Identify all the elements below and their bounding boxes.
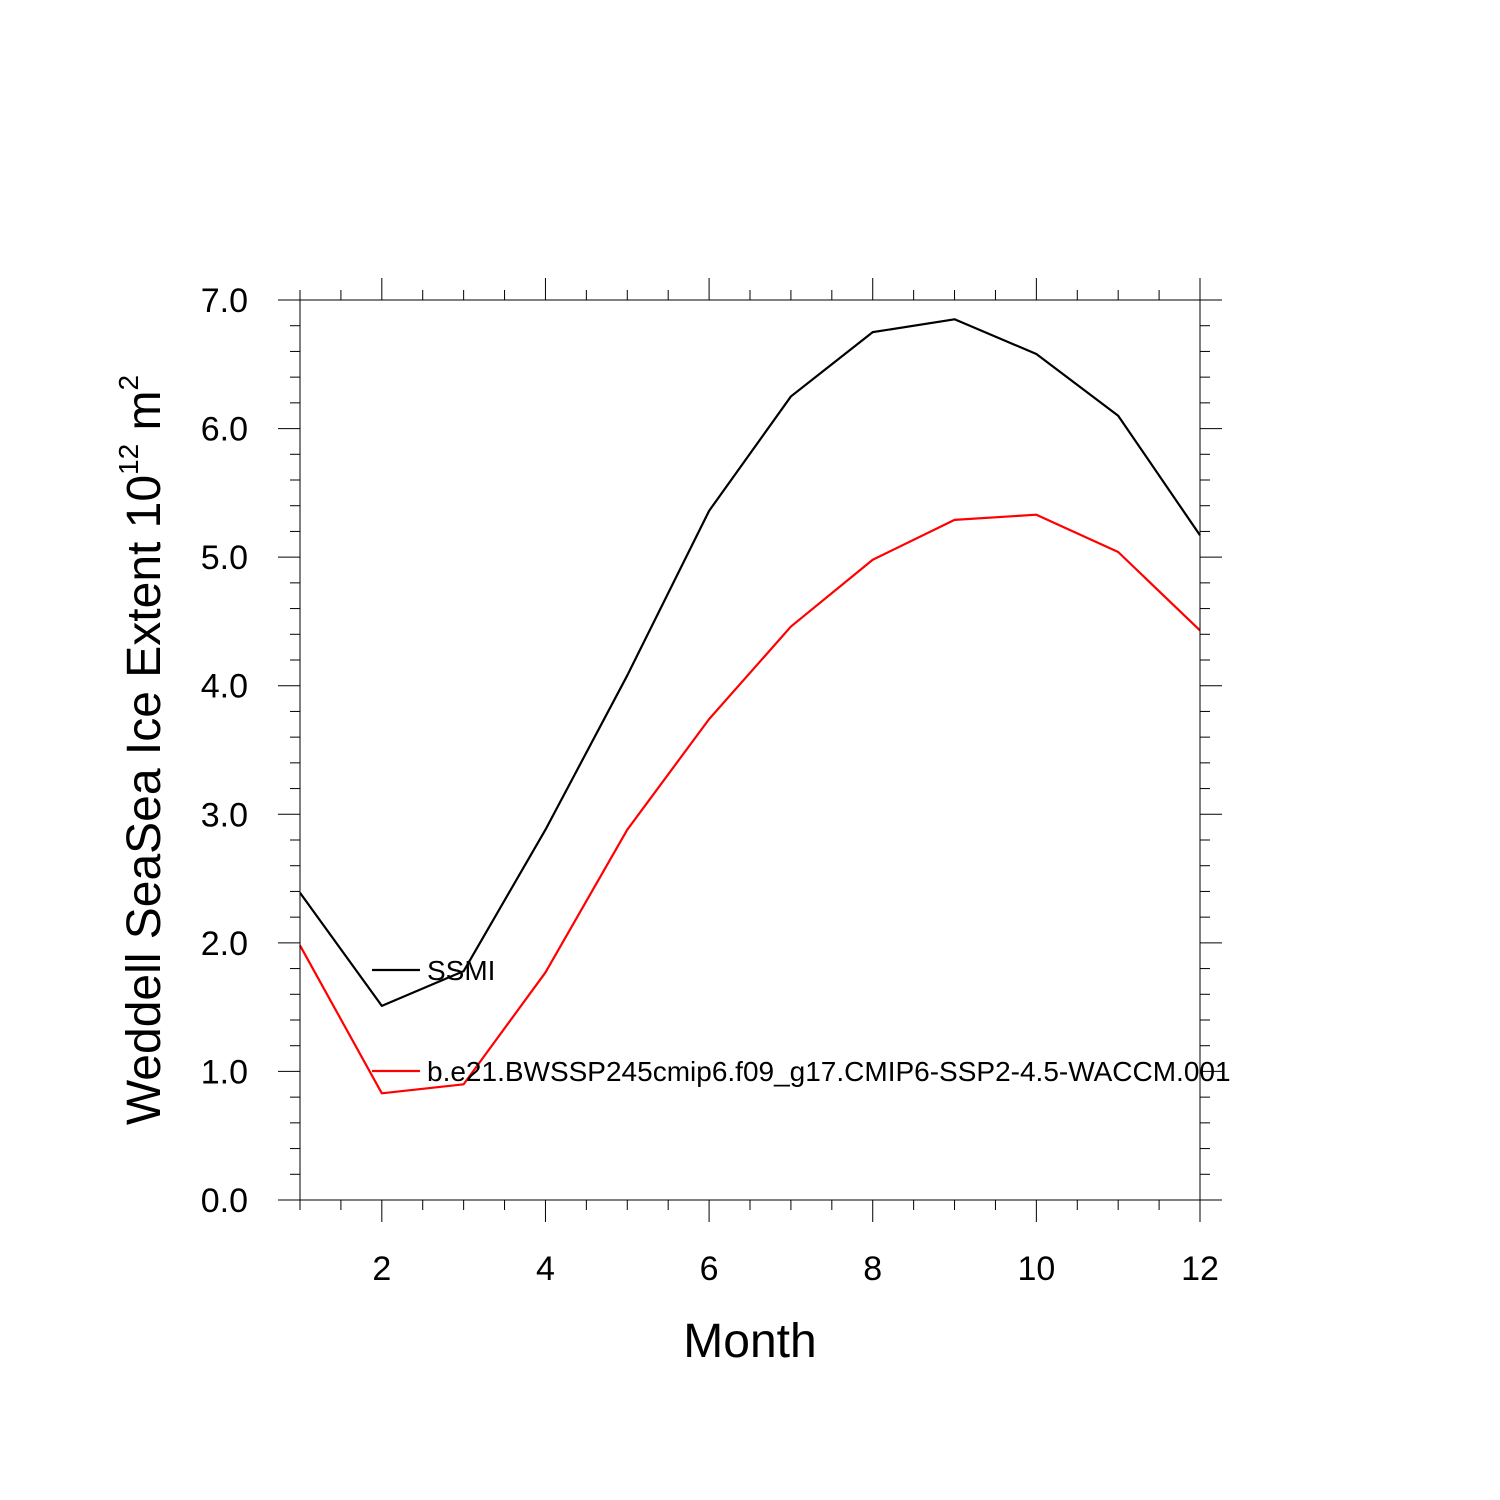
data-point — [789, 394, 793, 398]
data-point — [789, 625, 793, 629]
data-point — [953, 317, 957, 321]
x-tick-label: 6 — [700, 1250, 719, 1288]
y-axis-title-unit-exponent: 2 — [113, 375, 144, 391]
legend: SSMI b.e21.BWSSP245cmip6.f09_g17.CMIP6-SS… — [372, 955, 1231, 1087]
data-point — [1116, 550, 1120, 554]
y-tick-label: 1.0 — [201, 1053, 248, 1091]
series-line — [299, 513, 1201, 1095]
x-tick-label: 4 — [536, 1250, 555, 1288]
y-axis-title-text: Weddell SeaSea Ice Extent 10 — [118, 475, 171, 1125]
x-tick-label: 8 — [863, 1250, 882, 1288]
plot-frame — [299, 299, 1201, 1201]
y-axis-title: Weddell SeaSea Ice Extent 1012 m2 — [113, 375, 171, 1125]
data-point — [380, 1004, 384, 1008]
data-point — [380, 1091, 384, 1095]
data-point — [1116, 414, 1120, 418]
data-point — [625, 828, 629, 832]
y-axis-title-exponent: 12 — [113, 444, 144, 475]
series-2 — [299, 513, 1201, 1095]
x-axis-title: Month — [683, 1315, 816, 1368]
legend-label-1: SSMI — [427, 955, 495, 986]
data-point — [707, 509, 711, 513]
data-point — [953, 518, 957, 522]
data-point — [625, 673, 629, 677]
data-point — [543, 970, 547, 974]
data-point — [1034, 352, 1038, 356]
y-tick-label: 7.0 — [201, 282, 248, 320]
data-point — [707, 717, 711, 721]
y-tick-label: 3.0 — [201, 796, 248, 834]
y-tick-label: 4.0 — [201, 668, 248, 706]
y-tick-label: 6.0 — [201, 411, 248, 449]
data-point — [871, 330, 875, 334]
y-tick-label: 2.0 — [201, 925, 248, 963]
series-lines — [299, 317, 1201, 1095]
y-tick-label: 0.0 — [201, 1182, 248, 1220]
y-axis-title-unit: m — [118, 390, 171, 443]
x-tick-label: 2 — [372, 1250, 391, 1288]
tick-marks — [278, 278, 1222, 1222]
data-point — [1034, 513, 1038, 517]
tick-labels: 2 4 6 8 10 12 0.0 1.0 2.0 3.0 4.0 5.0 6.0 7.0 — [201, 282, 1219, 1288]
y-tick-label: 5.0 — [201, 539, 248, 577]
x-tick-label: 12 — [1181, 1250, 1219, 1288]
x-tick-label: 10 — [1017, 1250, 1055, 1288]
data-point — [871, 558, 875, 562]
legend-label-2: b.e21.BWSSP245cmip6.f09_g17.CMIP6-SSP2-4… — [427, 1056, 1231, 1087]
series-line — [299, 318, 1201, 1007]
series-1 — [299, 317, 1201, 1008]
data-point — [543, 828, 547, 832]
